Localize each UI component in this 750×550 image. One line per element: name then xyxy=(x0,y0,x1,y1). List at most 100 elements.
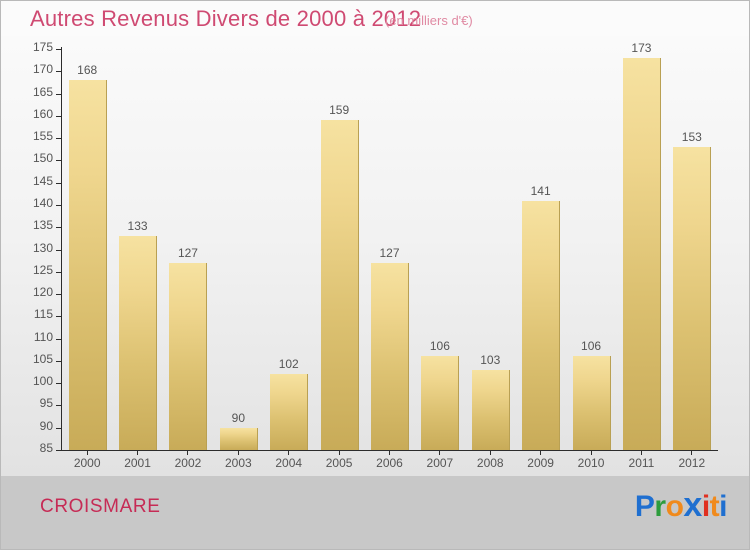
bar-group[interactable]: 159 xyxy=(320,49,359,450)
y-tick-mark xyxy=(56,427,61,429)
y-tick-mark xyxy=(56,49,61,50)
y-tick-label: 95 xyxy=(39,396,53,411)
y-tick-label: 145 xyxy=(32,173,53,188)
y-tick-label: 85 xyxy=(39,441,53,455)
bar[interactable] xyxy=(572,356,611,450)
y-tick-label: 140 xyxy=(32,195,53,210)
y-tick-mark xyxy=(56,204,61,206)
x-tick-mark xyxy=(691,451,693,455)
y-tick-mark xyxy=(56,138,61,140)
bar[interactable] xyxy=(622,57,661,450)
x-tick-mark xyxy=(640,451,642,455)
bar[interactable] xyxy=(471,369,510,450)
y-axis-tick: 110 xyxy=(1,330,61,344)
x-tick-mark xyxy=(439,451,441,455)
bar-group[interactable]: 173 xyxy=(622,41,661,450)
bar-value-label: 106 xyxy=(581,339,602,354)
y-axis-tick: 120 xyxy=(1,285,61,299)
y-tick-label: 130 xyxy=(32,240,53,255)
bar-group[interactable]: 141 xyxy=(522,49,561,450)
bar-value-label: 127 xyxy=(177,245,198,260)
bar[interactable] xyxy=(522,200,561,450)
y-axis-tick: 175 xyxy=(1,40,61,54)
y-tick-label: 125 xyxy=(32,262,53,277)
y-axis-tick: 90 xyxy=(1,419,61,433)
y-tick-label: 90 xyxy=(39,418,53,433)
bar-group[interactable]: 127 xyxy=(371,49,409,450)
bar[interactable] xyxy=(119,236,158,450)
logo-letter: x xyxy=(683,486,702,524)
chart-header: Autres Revenus Divers de 2000 à 2012 (en… xyxy=(0,0,750,36)
x-axis-label: 2003 xyxy=(224,456,252,470)
y-axis-tick: 155 xyxy=(1,129,61,143)
x-axis-label: 2005 xyxy=(325,456,353,470)
bar[interactable] xyxy=(320,120,359,450)
chart-subtitle: (en milliers d'€) xyxy=(385,13,473,28)
logo-letter: r xyxy=(654,490,666,523)
x-axis-label: 2006 xyxy=(376,456,403,470)
bar[interactable] xyxy=(371,262,409,450)
y-axis-tick: 145 xyxy=(1,174,61,188)
logo-letter: P xyxy=(634,490,655,523)
bar-value-label: 127 xyxy=(379,245,400,260)
bar-group[interactable]: 133 xyxy=(119,49,158,450)
logo-letter: i xyxy=(719,490,727,523)
bar-group[interactable]: 106 xyxy=(572,49,611,450)
bar[interactable] xyxy=(68,80,107,450)
bar-group[interactable]: 153 xyxy=(673,49,712,450)
y-tick-label: 170 xyxy=(32,62,53,77)
bar[interactable] xyxy=(673,147,712,450)
x-axis-label: 2007 xyxy=(426,456,454,470)
x-tick-mark xyxy=(338,451,340,455)
bar[interactable] xyxy=(169,262,208,450)
bar[interactable] xyxy=(421,356,460,450)
logo-letter: t xyxy=(709,490,720,523)
x-tick-mark xyxy=(237,451,239,455)
proxiti-logo[interactable]: Proxiti xyxy=(634,486,728,524)
x-tick-mark xyxy=(389,451,390,455)
bar-group[interactable]: 127 xyxy=(169,49,208,450)
x-axis-label: 2002 xyxy=(174,456,202,470)
bar-group[interactable]: 103 xyxy=(471,49,510,450)
bar[interactable] xyxy=(219,427,258,450)
bar-group[interactable]: 102 xyxy=(270,49,309,450)
y-axis-tick: 100 xyxy=(1,374,61,388)
y-tick-mark xyxy=(56,71,61,73)
x-axis-label: 2010 xyxy=(577,456,605,470)
y-axis-tick: 150 xyxy=(1,151,61,165)
logo-letter: o xyxy=(665,490,684,523)
bar-group[interactable]: 90 xyxy=(219,49,258,450)
x-axis-label: 2009 xyxy=(527,456,554,470)
y-tick-mark xyxy=(56,249,61,251)
y-axis-tick: 115 xyxy=(1,307,61,321)
y-tick-label: 105 xyxy=(32,351,53,366)
y-tick-label: 115 xyxy=(33,307,53,322)
y-tick-mark xyxy=(56,450,61,451)
x-axis-line xyxy=(61,450,718,451)
bar-value-label: 106 xyxy=(429,339,450,354)
y-axis-tick: 130 xyxy=(1,241,61,255)
bar-value-label: 133 xyxy=(127,219,148,234)
bar-value-label: 173 xyxy=(631,40,652,55)
y-tick-label: 165 xyxy=(32,84,53,99)
y-tick-label: 135 xyxy=(32,218,53,233)
bar-group[interactable]: 106 xyxy=(421,49,460,450)
y-tick-mark xyxy=(56,182,61,184)
x-tick-mark xyxy=(540,451,542,455)
y-tick-mark xyxy=(56,338,61,340)
x-tick-mark xyxy=(590,451,592,455)
bar[interactable] xyxy=(270,374,309,450)
y-tick-mark xyxy=(56,294,61,296)
bar-value-label: 103 xyxy=(480,352,501,367)
x-axis-label: 2008 xyxy=(476,456,504,470)
y-tick-label: 155 xyxy=(32,129,53,144)
bar-group[interactable]: 168 xyxy=(68,49,107,450)
y-axis-tick: 125 xyxy=(1,263,61,277)
x-tick-mark xyxy=(187,451,189,455)
chart-footer: CROISMARE Proxiti xyxy=(1,476,749,549)
bar-value-label: 90 xyxy=(231,410,246,425)
y-axis-tick: 105 xyxy=(1,352,61,366)
y-tick-mark xyxy=(56,405,61,407)
x-tick-mark xyxy=(489,451,491,455)
x-tick-mark xyxy=(137,451,139,455)
